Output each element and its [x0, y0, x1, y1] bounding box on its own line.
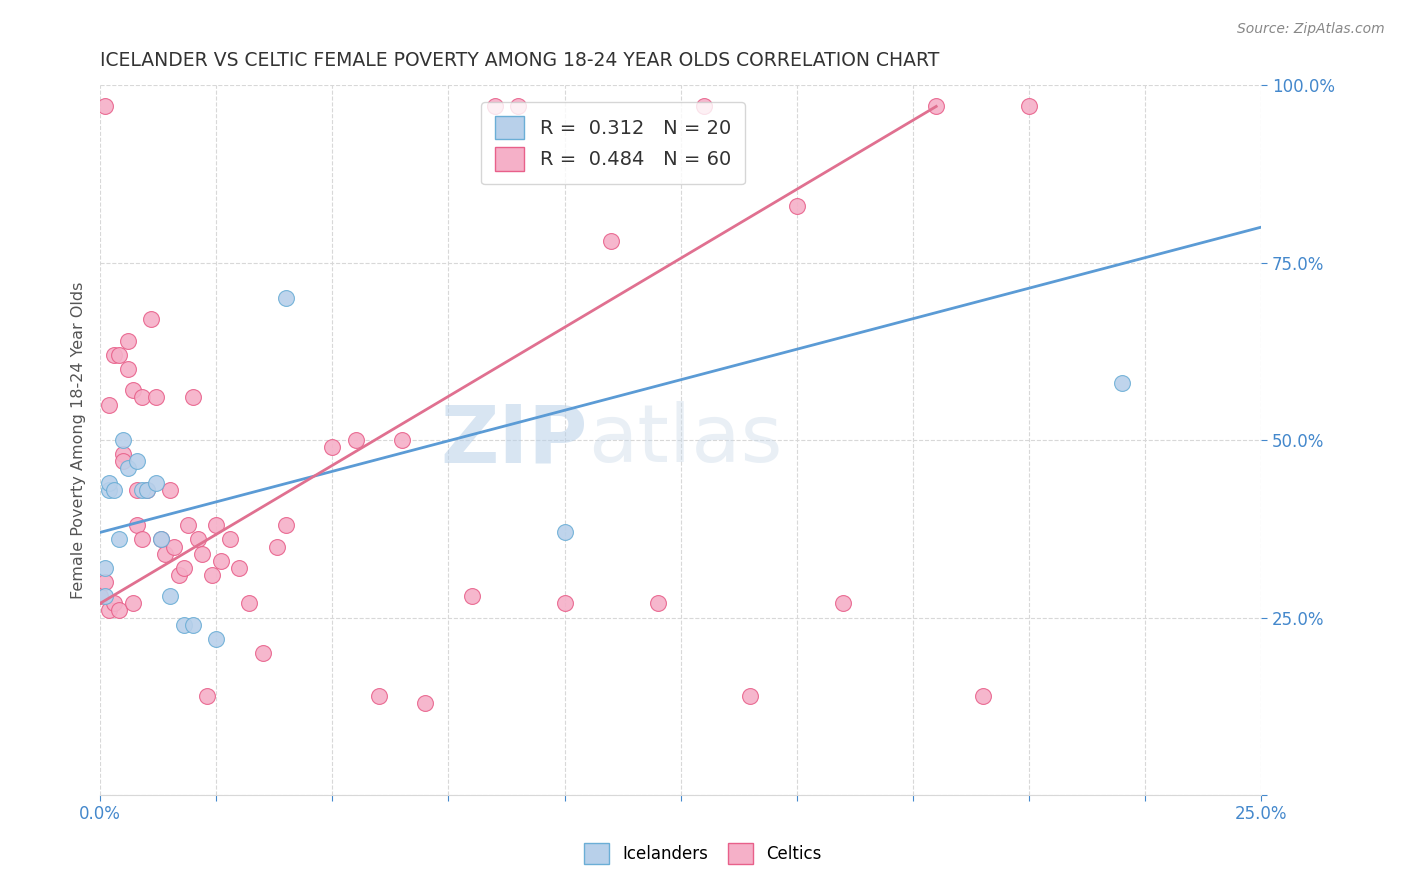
- Point: [205, 632, 228, 646]
- Point: [972, 689, 994, 703]
- Point: [205, 518, 228, 533]
- Text: ICELANDER VS CELTIC FEMALE POVERTY AMONG 18-24 YEAR OLDS CORRELATION CHART: ICELANDER VS CELTIC FEMALE POVERTY AMONG…: [100, 51, 939, 70]
- Point: [94, 575, 117, 590]
- Point: [135, 483, 157, 497]
- Text: ZIP: ZIP: [440, 401, 588, 479]
- Point: [149, 533, 172, 547]
- Point: [98, 475, 121, 490]
- Point: [461, 589, 484, 603]
- Point: [94, 589, 117, 603]
- Point: [127, 454, 149, 468]
- Point: [832, 596, 855, 610]
- Point: [107, 348, 129, 362]
- Point: [98, 603, 121, 617]
- Point: [391, 433, 413, 447]
- Point: [145, 391, 167, 405]
- Point: [181, 391, 204, 405]
- Point: [127, 518, 149, 533]
- Point: [135, 483, 157, 497]
- Point: [344, 433, 367, 447]
- Point: [149, 533, 172, 547]
- Point: [925, 99, 948, 113]
- Point: [209, 554, 232, 568]
- Point: [201, 568, 224, 582]
- Legend: R =  0.312   N = 20, R =  0.484   N = 60: R = 0.312 N = 20, R = 0.484 N = 60: [481, 102, 745, 185]
- Point: [1018, 99, 1040, 113]
- Point: [163, 540, 186, 554]
- Point: [127, 483, 149, 497]
- Point: [131, 533, 153, 547]
- Point: [107, 533, 129, 547]
- Point: [103, 348, 125, 362]
- Point: [647, 596, 669, 610]
- Point: [786, 199, 808, 213]
- Point: [167, 568, 190, 582]
- Point: [693, 99, 716, 113]
- Text: atlas: atlas: [588, 401, 782, 479]
- Point: [367, 689, 389, 703]
- Point: [107, 603, 129, 617]
- Point: [187, 533, 209, 547]
- Point: [121, 384, 143, 398]
- Point: [141, 312, 163, 326]
- Point: [484, 99, 506, 113]
- Point: [98, 483, 121, 497]
- Point: [274, 291, 297, 305]
- Point: [145, 475, 167, 490]
- Point: [274, 518, 297, 533]
- Point: [181, 617, 204, 632]
- Point: [740, 689, 762, 703]
- Point: [103, 596, 125, 610]
- Legend: Icelanders, Celtics: Icelanders, Celtics: [578, 837, 828, 871]
- Point: [238, 596, 260, 610]
- Point: [131, 483, 153, 497]
- Y-axis label: Female Poverty Among 18-24 Year Olds: Female Poverty Among 18-24 Year Olds: [72, 281, 86, 599]
- Point: [117, 362, 139, 376]
- Point: [1111, 376, 1133, 391]
- Point: [94, 561, 117, 575]
- Point: [177, 518, 200, 533]
- Point: [103, 483, 125, 497]
- Point: [266, 540, 288, 554]
- Point: [117, 461, 139, 475]
- Point: [191, 547, 214, 561]
- Point: [98, 398, 121, 412]
- Point: [554, 525, 576, 540]
- Point: [153, 547, 176, 561]
- Point: [508, 99, 530, 113]
- Point: [173, 561, 195, 575]
- Point: [554, 596, 576, 610]
- Point: [94, 99, 117, 113]
- Point: [112, 433, 135, 447]
- Point: [89, 589, 111, 603]
- Point: [228, 561, 250, 575]
- Point: [159, 483, 181, 497]
- Point: [252, 646, 274, 660]
- Point: [413, 696, 436, 710]
- Point: [112, 447, 135, 461]
- Point: [121, 596, 143, 610]
- Point: [195, 689, 218, 703]
- Point: [159, 589, 181, 603]
- Text: Source: ZipAtlas.com: Source: ZipAtlas.com: [1237, 22, 1385, 37]
- Point: [131, 391, 153, 405]
- Point: [219, 533, 242, 547]
- Point: [600, 235, 623, 249]
- Point: [117, 334, 139, 348]
- Point: [112, 454, 135, 468]
- Point: [173, 617, 195, 632]
- Point: [321, 440, 343, 454]
